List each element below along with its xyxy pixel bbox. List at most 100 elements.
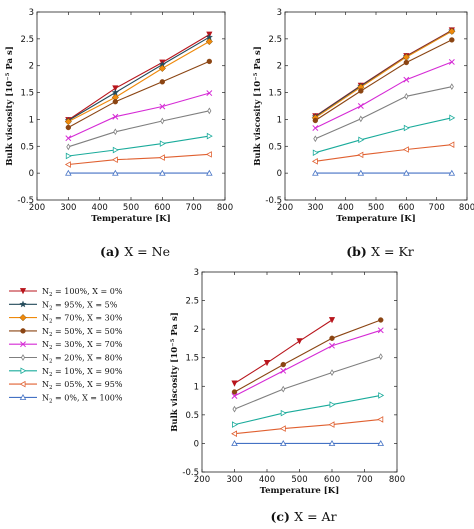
- x-tick-label: 300: [60, 203, 76, 213]
- data-point-6: [449, 114, 456, 122]
- panel-caption: (c) X = Ar: [270, 509, 336, 524]
- legend-entry: N2 = 70%, X = 30%: [9, 314, 123, 325]
- x-tick-label: 200: [277, 203, 293, 213]
- data-point-2: [205, 37, 213, 46]
- panel-c: 200 300 400 500 600 700 800 -0.5 0 0.5 1 1.5 2 2.5 3 Te…: [170, 268, 405, 496]
- data-point-6: [159, 140, 166, 147]
- data-point-7: [64, 161, 71, 168]
- y-tick-label: -0.5: [17, 196, 34, 206]
- data-point-3: [112, 99, 119, 105]
- series-line-6: [234, 394, 381, 426]
- data-point-4: [448, 59, 455, 65]
- x-tick-label: 700: [186, 203, 202, 213]
- y-tick-label: 3: [277, 8, 282, 18]
- data-point-8: [112, 169, 119, 176]
- data-point-6: [378, 392, 385, 399]
- legend-label: N2 = 05%, X = 95%: [42, 380, 123, 391]
- y-tick-label: 0: [277, 169, 282, 179]
- caption-letter: (a): [100, 244, 124, 259]
- x-tick-label: 500: [291, 475, 307, 485]
- series-line-7: [68, 153, 210, 166]
- data-point-8: [159, 169, 166, 176]
- panel-b: 200 300 400 500 600 700 800 -0.5 0 0.5 1 1.5 2 2.5 3 Te…: [253, 8, 474, 224]
- legend-marker: [20, 341, 26, 348]
- y-tick-label: 1.5: [268, 89, 282, 99]
- data-point-7: [448, 141, 455, 148]
- data-point-3: [231, 389, 238, 395]
- series-line-3: [315, 39, 453, 121]
- data-point-8: [328, 440, 336, 446]
- data-point-8: [231, 440, 238, 446]
- y-tick-label: 0.5: [268, 142, 282, 152]
- series-line-7: [315, 144, 452, 162]
- y-tick-label: -0.5: [265, 196, 282, 206]
- legend-marker: [19, 380, 26, 388]
- plot-frame: [36, 11, 226, 201]
- x-tick-label: 400: [338, 203, 354, 213]
- x-tick-label: 300: [307, 203, 323, 213]
- y-tick-label: 1: [277, 115, 282, 125]
- data-point-3: [403, 59, 410, 66]
- data-point-8: [206, 169, 213, 176]
- series-line-1: [68, 36, 210, 121]
- legend-marker: [20, 328, 26, 334]
- x-axis-label: Temperature [K]: [336, 214, 415, 224]
- data-point-7: [111, 156, 118, 163]
- x-tick-label: 400: [259, 475, 275, 485]
- x-tick-label: 700: [429, 203, 445, 213]
- data-point-8: [65, 169, 72, 176]
- data-point-0: [328, 317, 336, 324]
- caption-letter: (c): [270, 509, 294, 524]
- y-tick-label: 2.5: [20, 35, 34, 45]
- legend-marker: [19, 313, 27, 322]
- data-point-8: [357, 169, 365, 176]
- series-line-3: [68, 60, 210, 128]
- data-point-5: [313, 135, 318, 143]
- caption-letter: (b): [346, 244, 371, 259]
- data-point-6: [329, 401, 336, 408]
- data-point-0: [263, 359, 271, 367]
- y-tick-label: 2.5: [185, 297, 199, 307]
- legend-entry: N2 = 30%, X = 70%: [9, 340, 123, 351]
- x-tick-label: 800: [389, 475, 405, 485]
- x-tick-label: 200: [29, 203, 45, 213]
- legend-label: N2 = 50%, X = 50%: [42, 327, 123, 338]
- x-tick-label: 500: [123, 203, 139, 213]
- data-point-4: [280, 367, 287, 374]
- series-line-3: [234, 319, 381, 393]
- y-tick-label: 2: [277, 62, 282, 72]
- y-tick-label: 3: [29, 8, 34, 18]
- legend-label: N2 = 95%, X = 5%: [42, 300, 118, 311]
- captions: (a) X = Ne (b) X = Kr (c) X = Ar: [100, 244, 414, 524]
- legend-entry: N2 = 10%, X = 90%: [9, 367, 123, 378]
- data-point-5: [358, 115, 363, 123]
- x-tick-label: 600: [398, 203, 414, 213]
- data-point-7: [158, 154, 165, 161]
- data-point-4: [377, 327, 384, 334]
- caption-text: X = Kr: [371, 244, 414, 259]
- y-axis-label: Bulk viscosity [10⁻⁵ Pa s]: [170, 312, 180, 432]
- x-tick-label: 800: [459, 203, 474, 213]
- y-tick-label: 2.5: [268, 35, 282, 45]
- series-line-4: [234, 329, 381, 397]
- caption-text: X = Ne: [124, 244, 170, 259]
- y-tick-label: 1.5: [185, 354, 199, 364]
- series-line-4: [315, 61, 452, 129]
- y-axis-label: Bulk viscosity [10⁻⁵ Pa s]: [5, 46, 15, 166]
- legend-marker: [20, 354, 26, 361]
- y-tick-label: 2: [194, 325, 199, 335]
- data-point-3: [378, 317, 384, 323]
- legend-marker: [20, 367, 27, 375]
- data-point-0: [296, 338, 303, 345]
- data-point-4: [112, 113, 119, 120]
- data-point-6: [312, 149, 319, 157]
- panel-a: 200 300 400 500 600 700 800 -0.5 0 0.5 1 1.5 2 2.5 3 Te…: [5, 8, 233, 224]
- series-line-5: [315, 86, 452, 140]
- data-point-4: [357, 103, 364, 109]
- series-line-2: [68, 41, 210, 123]
- data-point-7: [311, 158, 318, 165]
- data-point-5: [281, 385, 286, 393]
- data-point-2: [448, 27, 456, 35]
- data-point-0: [231, 380, 238, 387]
- data-point-4: [65, 135, 72, 142]
